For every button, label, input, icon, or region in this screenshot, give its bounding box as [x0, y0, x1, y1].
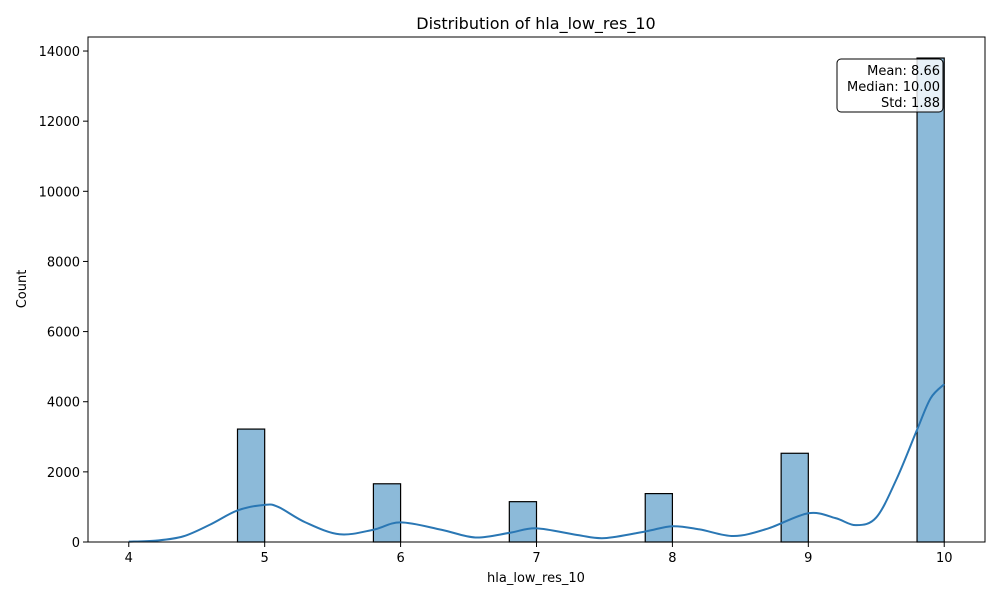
x-axis-title: hla_low_res_10 [487, 571, 585, 586]
kde-curve [128, 383, 945, 543]
x-tick-label: 10 [936, 551, 953, 566]
y-axis-title: Count [15, 270, 30, 309]
histogram-bar [372, 483, 402, 543]
plot-frame [87, 36, 986, 543]
y-tick-label: 12000 [39, 115, 80, 130]
histogram-bar [644, 493, 674, 543]
stats-box: Mean: 8.66 Median: 10.00 Std: 1.88 [836, 58, 944, 113]
histogram-bar [508, 501, 538, 543]
y-tick-label: 14000 [39, 45, 80, 60]
chart-title: Distribution of hla_low_res_10 [416, 14, 655, 34]
y-tick-label: 6000 [47, 326, 80, 341]
y-tick-label: 0 [72, 536, 80, 551]
stat-std: Std: 1.88 [881, 96, 940, 111]
y-tick-label: 8000 [47, 255, 80, 270]
x-tick-label: 6 [396, 551, 404, 566]
stat-median: Median: 10.00 [847, 80, 940, 95]
x-tick-label: 9 [804, 551, 812, 566]
y-tick-label: 2000 [47, 466, 80, 481]
stats-box-frame [836, 58, 944, 113]
y-tick-label: 4000 [47, 396, 80, 411]
x-tick-label: 5 [261, 551, 269, 566]
stat-mean: Mean: 8.66 [867, 64, 940, 79]
histogram-bar [236, 428, 266, 543]
y-tick-label: 10000 [39, 185, 80, 200]
x-tick-label: 7 [532, 551, 540, 566]
histogram-bar [780, 452, 809, 543]
x-tick-label: 4 [125, 551, 133, 566]
histogram-bar [916, 57, 945, 543]
x-tick-label: 8 [668, 551, 676, 566]
